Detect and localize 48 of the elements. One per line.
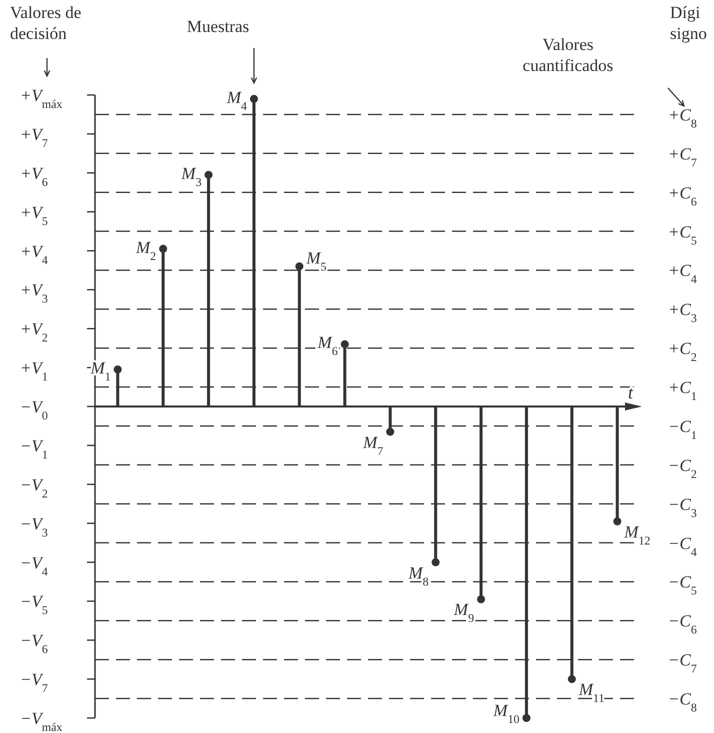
ref-line-label: +C$_{8}$ xyxy=(668,105,697,130)
text: Dígi signo xyxy=(670,3,707,43)
y-tick-label: +V$_{6}$ xyxy=(20,164,48,189)
y-tick-label: −V$_{máx}$ xyxy=(20,709,62,733)
y-tick-label: +V$_{2}$ xyxy=(20,320,48,345)
y-tick-label: −V$_{0}$ xyxy=(20,398,48,422)
ref-line-label: +C$_{1}$ xyxy=(668,378,697,404)
ref-line-label: +C$_{4}$ xyxy=(668,261,697,286)
ref-line-label: +C$_{7}$ xyxy=(668,144,697,170)
text: Muestras xyxy=(186,17,250,36)
y-tick-label: +V$_{1}$ xyxy=(20,358,48,384)
text: Valores cuantificados xyxy=(522,35,614,75)
annotation: M$_{11}$ xyxy=(578,680,605,706)
ref-line-label: −C$_{6}$ xyxy=(668,612,697,637)
annotation: M$_{12}$ xyxy=(623,522,650,548)
annotation: M$_{5}$ xyxy=(305,248,327,274)
ref-line-label: −C$_{2}$ xyxy=(668,456,697,481)
y-tick-label: −V$_{6}$ xyxy=(20,631,48,656)
y-tick-label: −V$_{2}$ xyxy=(20,475,48,500)
annotation: M$_{2}$ xyxy=(135,238,156,263)
annotation: M$_{10}$ xyxy=(492,701,520,726)
ref-line-label: −C$_{4}$ xyxy=(668,534,697,559)
annotation: M$_{4}$ xyxy=(226,88,248,113)
y-tick-label: +V$_{3}$ xyxy=(20,280,48,306)
ref-line-label: −C$_{5}$ xyxy=(668,572,697,598)
ref-line-label: +C$_{6}$ xyxy=(668,183,697,208)
y-tick-label: +V$_{máx}$ xyxy=(20,86,62,111)
y-tick-label: −V$_{4}$ xyxy=(20,553,48,578)
ref-line-label: +C$_{2}$ xyxy=(668,339,697,364)
ref-line-label: −C$_{1}$ xyxy=(668,416,697,442)
y-tick-label: −V$_{3}$ xyxy=(20,514,48,540)
ref-line-label: +C$_{3}$ xyxy=(668,300,697,326)
ref-line-label: −C$_{7}$ xyxy=(668,650,697,676)
text: Valores de decisión xyxy=(10,3,82,43)
annotation: M$_{8}$ xyxy=(408,563,429,588)
ref-line-label: −C$_{8}$ xyxy=(668,690,697,715)
annotation: M$_{3}$ xyxy=(180,164,202,189)
x-axis-title: t xyxy=(628,382,634,402)
ref-line-label: −C$_{3}$ xyxy=(668,494,697,520)
y-tick-label: −V$_{1}$ xyxy=(20,436,48,462)
y-tick-label: +V$_{4}$ xyxy=(20,242,48,267)
y-tick-label: −V$_{7}$ xyxy=(20,670,48,696)
y-tick-label: +V$_{5}$ xyxy=(20,202,48,228)
annotation: M$_{7}$ xyxy=(362,432,384,458)
ref-line-label: +C$_{5}$ xyxy=(668,222,697,248)
y-tick-label: +V$_{7}$ xyxy=(20,124,48,150)
annotation: M$_{9}$ xyxy=(452,600,474,626)
y-tick-label: −V$_{5}$ xyxy=(20,592,48,618)
